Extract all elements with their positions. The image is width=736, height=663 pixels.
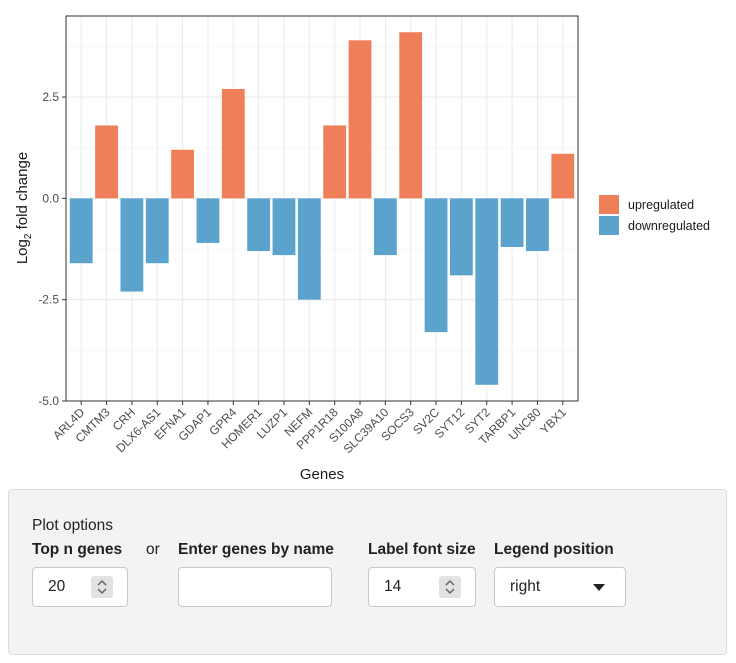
y-tick-label: -5.0: [38, 394, 59, 408]
top-n-genes-value: 20: [48, 578, 66, 595]
plot-panel-border: [65, 15, 579, 402]
x-axis-ticks: ARL4DCMTM3CRHDLX6-AS1EFNA1GDAP1GPR4HOMER…: [50, 401, 569, 456]
bar-homer1: [247, 198, 271, 252]
label-font-size-value: 14: [384, 578, 402, 595]
legend-label-up: upregulated: [628, 198, 694, 212]
enter-genes-label: Enter genes by name: [178, 541, 334, 558]
bar-ppp1r18: [323, 125, 347, 199]
y-tick-label: 0.0: [42, 191, 59, 205]
x-axis-title: Genes: [300, 466, 344, 483]
legend-label-down: downregulated: [628, 219, 710, 233]
y-axis-title-subscript: 2: [23, 233, 34, 239]
bar-gdap1: [196, 198, 220, 243]
y-tick-label: 2.5: [42, 90, 59, 104]
plot-options-panel: Plot options Top n genes or Enter genes …: [8, 489, 727, 655]
bar-sv2c: [424, 198, 448, 333]
label-font-size-input[interactable]: 14: [368, 567, 476, 607]
bar-syt12: [450, 198, 473, 276]
legend-position-value: right: [510, 578, 541, 595]
stepper-arrows-icon: [445, 579, 455, 595]
top-n-genes-input[interactable]: 20: [32, 567, 128, 607]
plot-options-title: Plot options: [32, 517, 113, 534]
legend-swatch-up: [599, 195, 619, 214]
bar-slc39a10: [373, 198, 397, 256]
bar-crh: [120, 198, 144, 292]
bar-cmtm3: [95, 125, 118, 199]
y-tick-label: -2.5: [38, 293, 59, 307]
legend-position-label: Legend position: [494, 541, 614, 558]
legend-position-select[interactable]: right: [494, 567, 626, 607]
y-axis-ticks: -5.0 -2.5 0.0 2.5: [38, 90, 66, 408]
bar-arl4d: [69, 198, 93, 264]
bar-s100a8: [348, 40, 372, 199]
label-font-size-stepper[interactable]: [439, 576, 461, 598]
legend: upregulated downregulated: [599, 195, 710, 235]
caret-down-icon: [593, 584, 605, 591]
top-n-genes-label: Top n genes: [32, 541, 123, 558]
y-axis-title: Log2 fold change: [14, 152, 34, 264]
bar-efna1: [171, 149, 194, 199]
x-tick-label: YBX1: [537, 405, 569, 437]
bars: [69, 32, 575, 385]
bar-gpr4: [221, 88, 245, 199]
bar-nefm: [297, 198, 321, 300]
bar-unc80: [526, 198, 549, 252]
enter-genes-input[interactable]: [178, 567, 332, 607]
stepper-arrows-icon: [97, 579, 107, 595]
bar-socs3: [399, 32, 423, 199]
legend-swatch-down: [599, 216, 619, 235]
bar-ybx1: [551, 153, 575, 199]
bar-chart: -5.0 -2.5 0.0 2.5 ARL4DCMTM3CRHDLX6-AS1EFNA…: [14, 15, 710, 483]
top-n-genes-stepper[interactable]: [91, 576, 113, 598]
bar-luzp1: [272, 198, 296, 256]
bar-tarbp1: [500, 198, 524, 247]
or-text: or: [146, 541, 160, 558]
label-font-size-label: Label font size: [368, 541, 476, 558]
y-axis-title-main: Log: [14, 239, 31, 264]
bar-syt2: [475, 198, 499, 385]
bar-dlx6-as1: [145, 198, 169, 264]
y-axis-title-rest: fold change: [14, 152, 31, 234]
